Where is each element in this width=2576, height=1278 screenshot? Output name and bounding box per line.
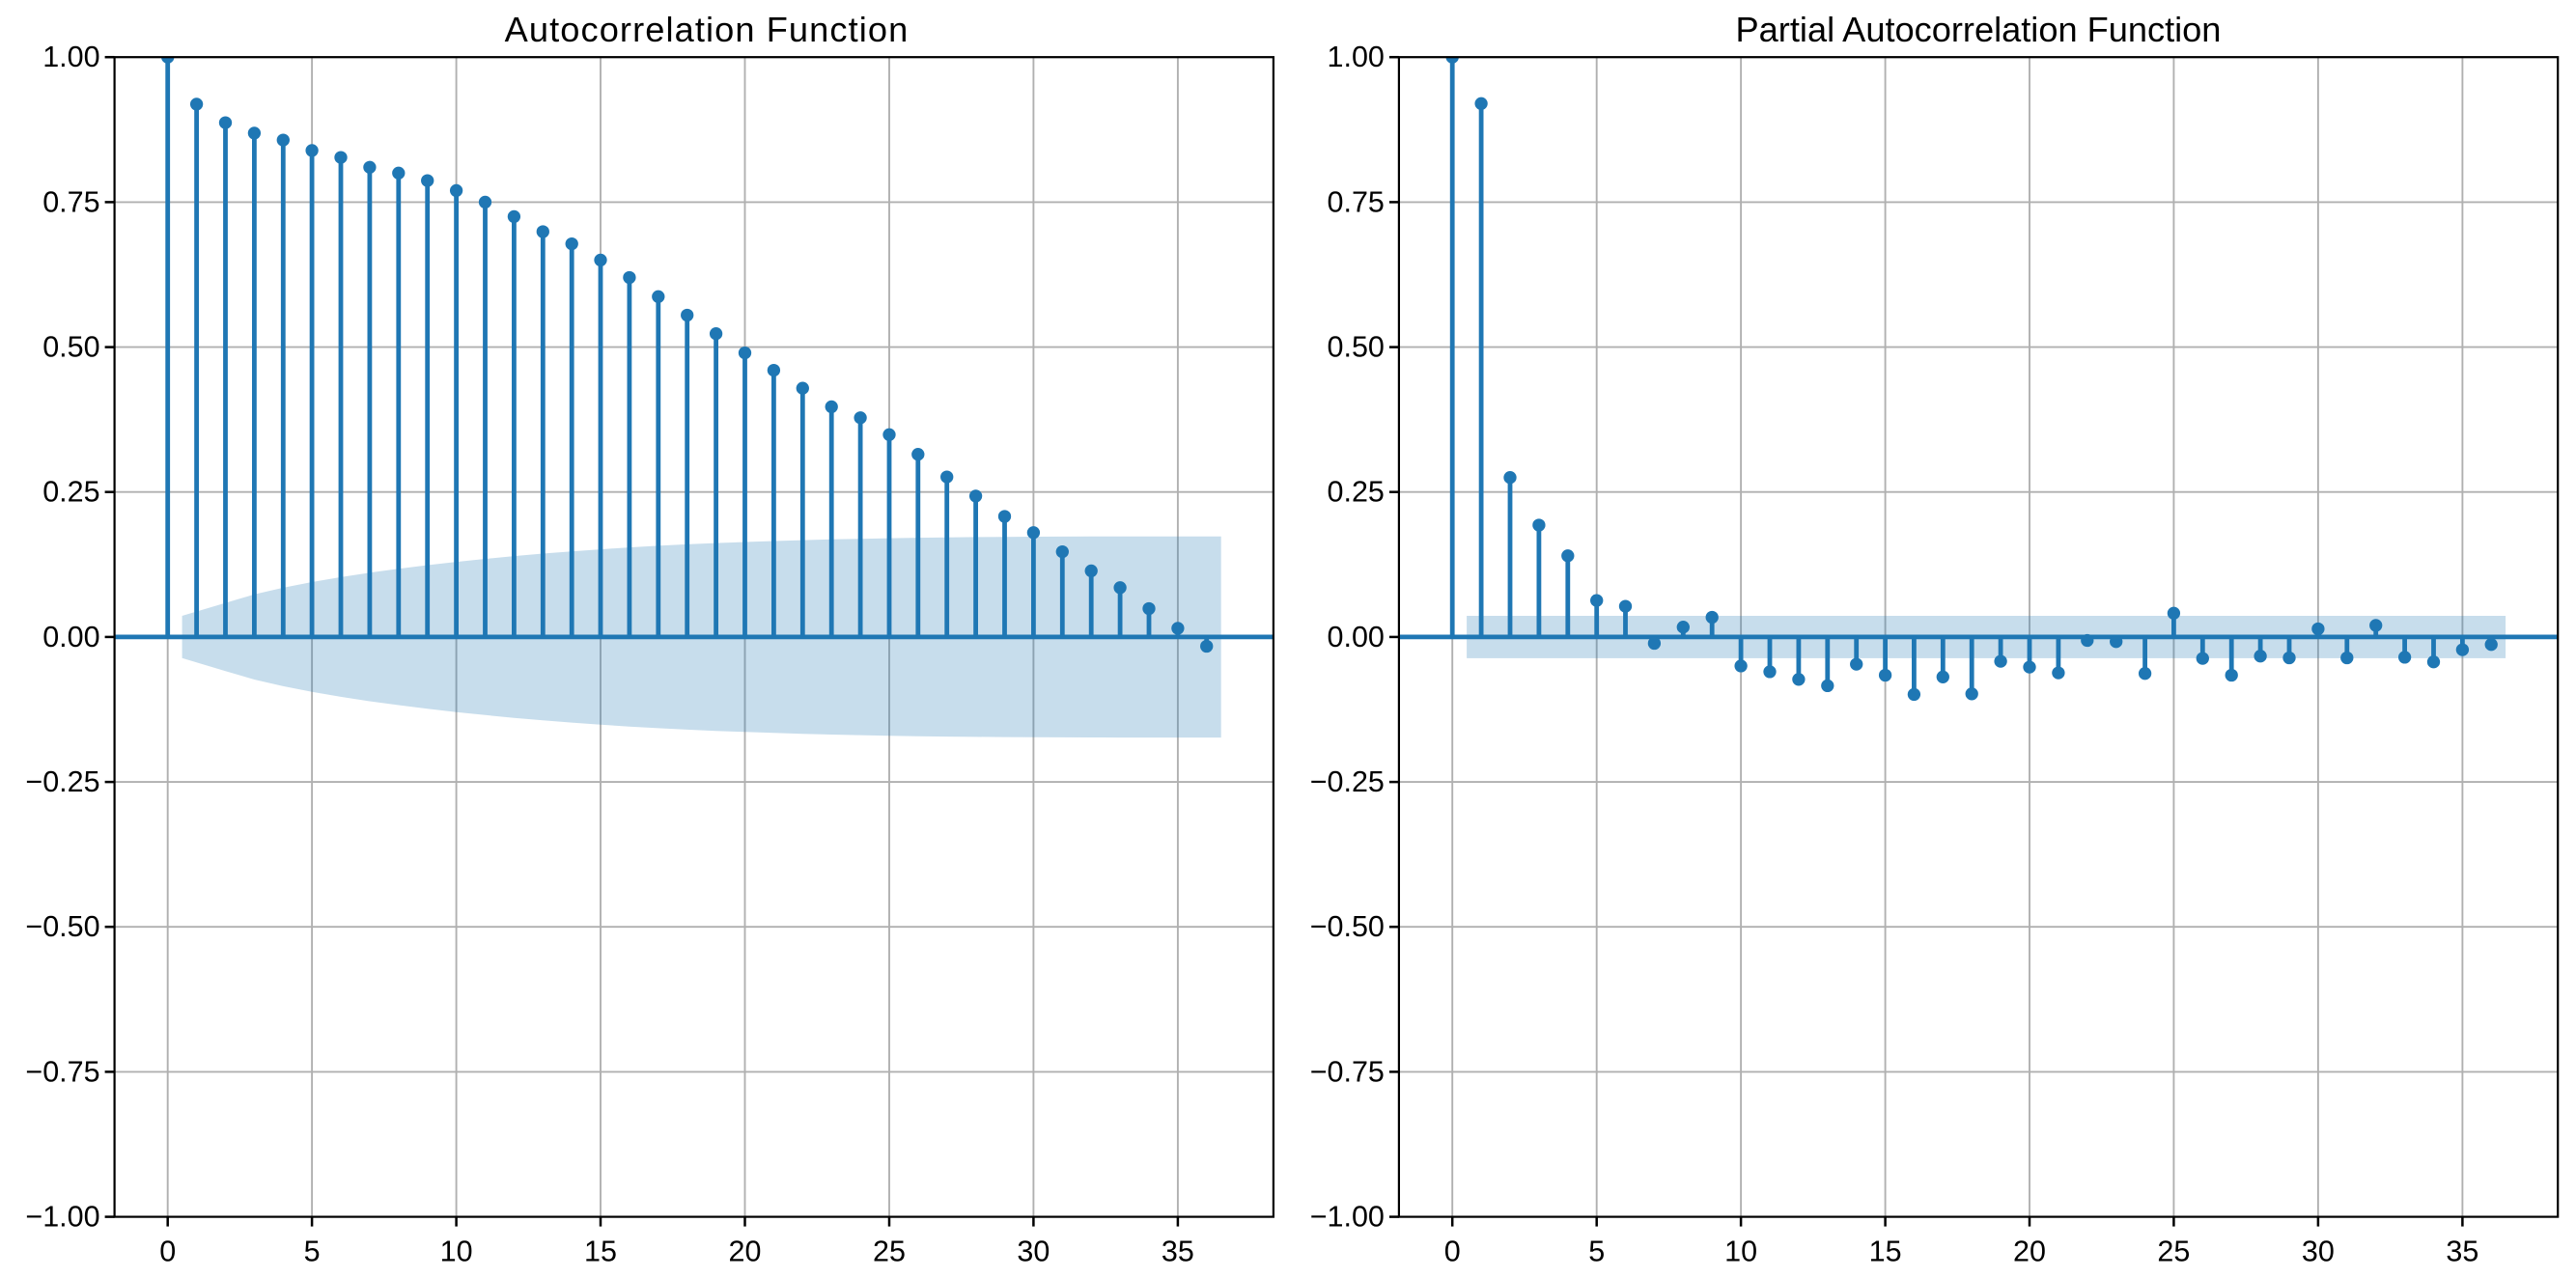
svg-text:5: 5 (304, 1236, 321, 1268)
svg-text:0.00: 0.00 (1328, 621, 1385, 653)
svg-text:5: 5 (1588, 1236, 1605, 1268)
svg-text:30: 30 (2302, 1236, 2335, 1268)
svg-text:−1.00: −1.00 (1310, 1201, 1385, 1234)
svg-text:0.00: 0.00 (42, 621, 99, 653)
svg-text:10: 10 (440, 1236, 473, 1268)
svg-text:−0.25: −0.25 (1310, 765, 1385, 798)
svg-text:0: 0 (1444, 1236, 1461, 1268)
svg-text:0.25: 0.25 (1328, 476, 1385, 509)
svg-text:1.00: 1.00 (1328, 41, 1385, 73)
svg-text:0: 0 (159, 1236, 176, 1268)
svg-text:0.75: 0.75 (42, 185, 99, 218)
svg-text:−0.50: −0.50 (1310, 910, 1385, 943)
svg-text:0.50: 0.50 (1328, 331, 1385, 364)
svg-text:25: 25 (873, 1236, 906, 1268)
svg-text:0.50: 0.50 (42, 331, 99, 364)
svg-text:35: 35 (1162, 1236, 1194, 1268)
svg-text:20: 20 (729, 1236, 762, 1268)
svg-text:−0.75: −0.75 (1310, 1055, 1385, 1088)
svg-text:35: 35 (2446, 1236, 2478, 1268)
svg-text:−0.25: −0.25 (25, 765, 99, 798)
svg-text:−0.50: −0.50 (25, 910, 99, 943)
svg-text:1.00: 1.00 (42, 41, 99, 73)
svg-text:−1.00: −1.00 (25, 1201, 99, 1234)
svg-text:15: 15 (1869, 1236, 1902, 1268)
svg-text:15: 15 (584, 1236, 617, 1268)
svg-text:Partial Autocorrelation Functi: Partial Autocorrelation Function (1736, 10, 2222, 49)
svg-text:0.75: 0.75 (1328, 185, 1385, 218)
svg-text:10: 10 (1724, 1236, 1757, 1268)
svg-text:30: 30 (1017, 1236, 1050, 1268)
svg-text:−0.75: −0.75 (25, 1055, 99, 1088)
svg-text:20: 20 (2013, 1236, 2046, 1268)
svg-text:25: 25 (2157, 1236, 2190, 1268)
svg-text:Autocorrelation Function: Autocorrelation Function (505, 10, 910, 49)
svg-text:0.25: 0.25 (42, 476, 99, 509)
